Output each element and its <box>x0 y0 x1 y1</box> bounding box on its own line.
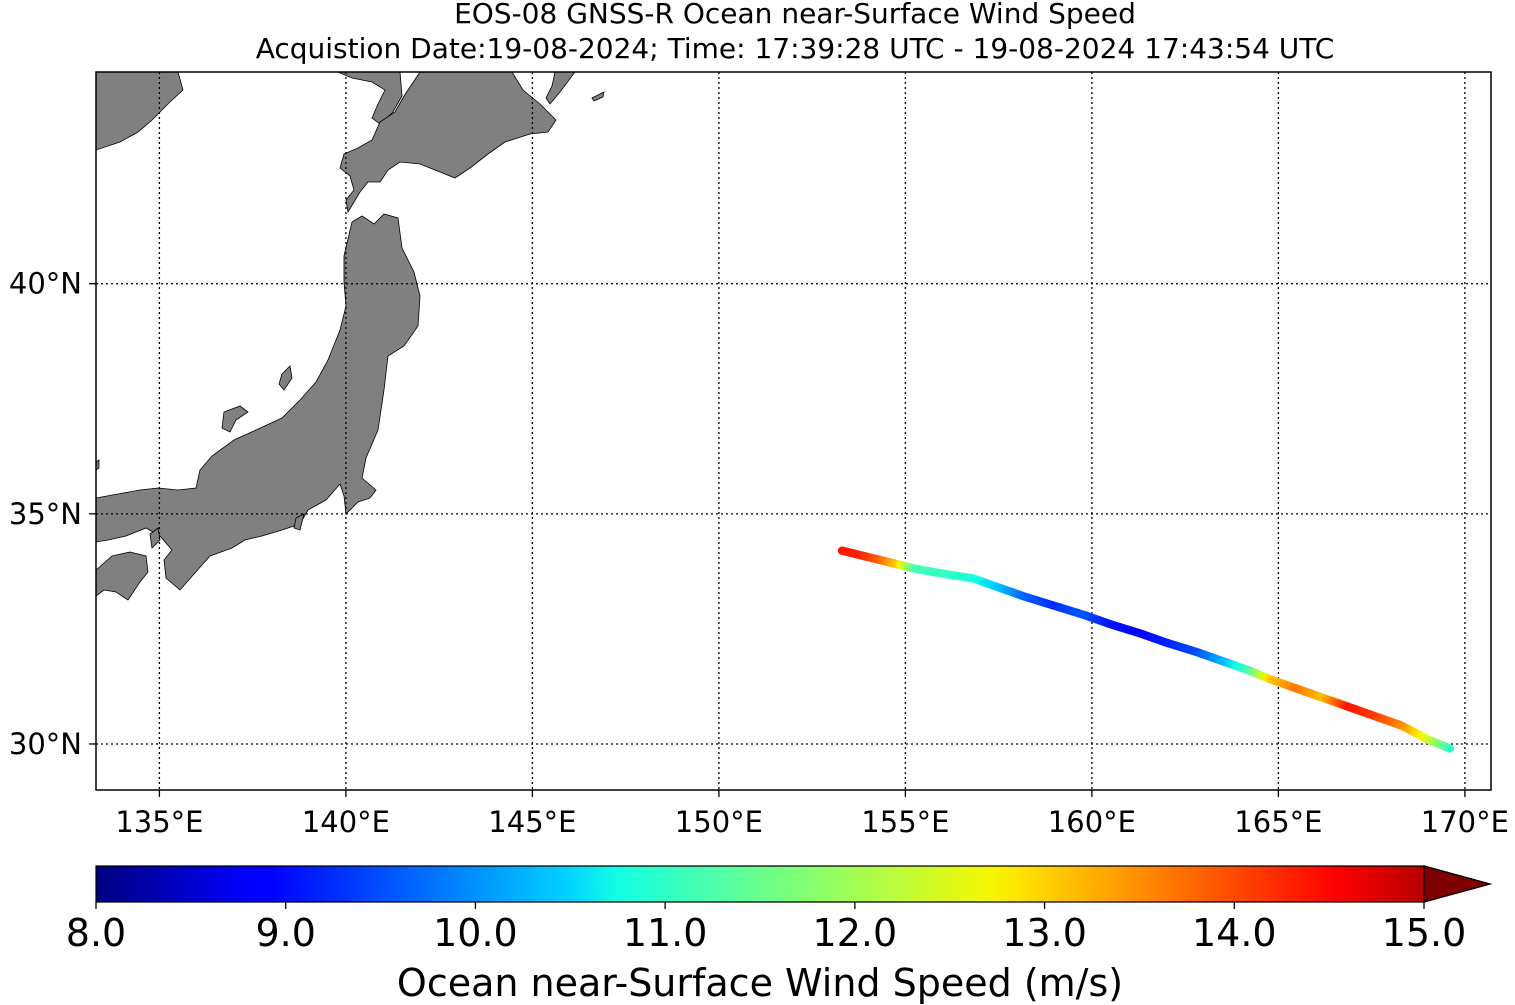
land-shikoku <box>96 551 149 601</box>
land-honshu <box>96 213 421 591</box>
latitude-tick-labels: 30°N 35°N 40°N <box>9 267 96 761</box>
lat-tick-label: 35°N <box>9 497 82 531</box>
track-sample-point <box>1445 744 1455 753</box>
lon-tick-label: 135°E <box>115 805 203 839</box>
land-izu <box>293 513 305 531</box>
chart-title: EOS-08 GNSS-R Ocean near-Surface Wind Sp… <box>454 0 1136 30</box>
colorbar-tick-label: 13.0 <box>1002 911 1087 955</box>
colorbar-extend-arrow <box>1423 865 1493 903</box>
lon-tick-label: 170°E <box>1421 805 1509 839</box>
lon-tick-label: 150°E <box>675 805 763 839</box>
land-hokkaido <box>339 72 557 214</box>
colorbar-gradient <box>95 865 1493 903</box>
colorbar-tick-label: 10.0 <box>433 911 518 955</box>
land-noto <box>221 405 249 433</box>
land-sakhalin <box>337 72 403 125</box>
colorbar-label: Ocean near-Surface Wind Speed (m/s) <box>397 961 1123 1005</box>
land-mainland-asia <box>96 72 184 151</box>
colorbar-tick-label: 8.0 <box>66 911 126 955</box>
lat-tick-label: 30°N <box>9 727 82 761</box>
land-masses <box>96 72 605 601</box>
land-kuril <box>591 91 605 102</box>
colorbar-ticks: 8.0 9.0 10.0 11.0 12.0 13.0 14.0 15.0 <box>66 902 1467 955</box>
lon-tick-label: 160°E <box>1048 805 1136 839</box>
colorbar-tick-label: 11.0 <box>623 911 708 955</box>
lat-tick-label: 40°N <box>9 267 82 301</box>
colorbar-tick-label: 15.0 <box>1382 911 1467 955</box>
colorbar-tick-label: 12.0 <box>813 911 898 955</box>
colorbar-tick-label: 14.0 <box>1192 911 1277 955</box>
longitude-tick-labels: 135°E 140°E 145°E 150°E 155°E 160°E 165°E 170°E <box>115 790 1509 839</box>
lon-tick-label: 140°E <box>302 805 390 839</box>
wind-speed-track <box>837 546 1455 753</box>
chart-subtitle: Acquistion Date:19-08-2024; Time: 17:39:… <box>255 32 1335 65</box>
lon-tick-label: 145°E <box>488 805 576 839</box>
land-iturup <box>545 72 576 105</box>
map-area <box>95 71 1492 791</box>
colorbar-tick-label: 9.0 <box>255 911 315 955</box>
lon-tick-label: 165°E <box>1234 805 1322 839</box>
lon-tick-label: 155°E <box>861 805 949 839</box>
colorbar: 8.0 9.0 10.0 11.0 12.0 13.0 14.0 15.0 Ocean nea… <box>66 865 1493 1005</box>
map-frame <box>95 71 1492 791</box>
land-awaji <box>149 527 161 549</box>
land-sado <box>278 365 293 391</box>
